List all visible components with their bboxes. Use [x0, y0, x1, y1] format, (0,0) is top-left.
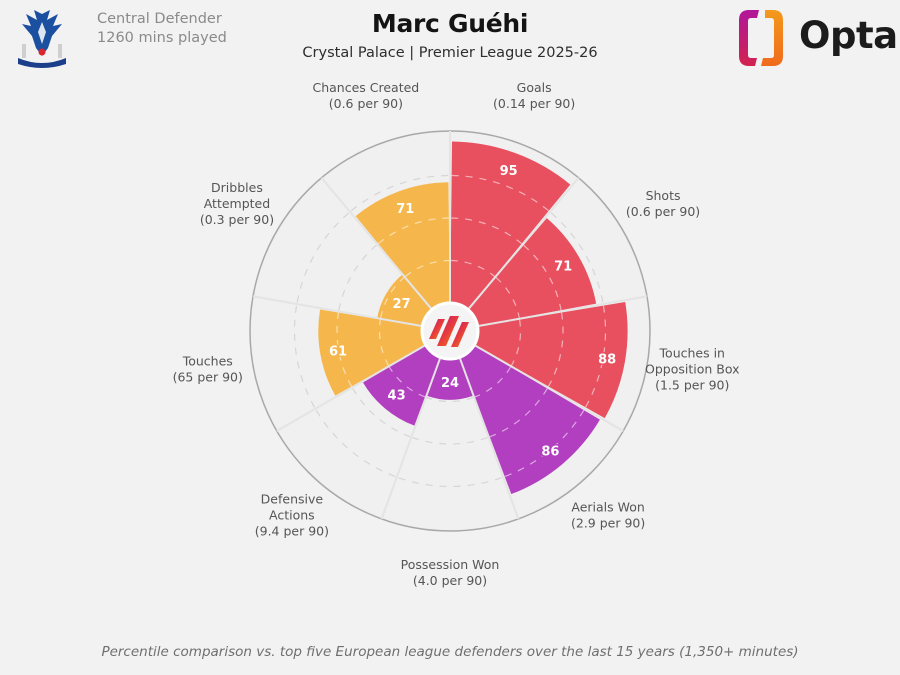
slice-touches [318, 309, 426, 396]
gridline [380, 277, 405, 319]
slice-separator [276, 344, 427, 432]
slice-value-label: 86 [541, 445, 559, 460]
opta-logo: Opta [735, 6, 898, 70]
slice-defensive-actions [362, 345, 441, 426]
category-label: Defensive Actions (9.4 per 90) [255, 491, 329, 538]
slice-chances-created [355, 182, 450, 310]
slice-value-label: 24 [441, 376, 459, 391]
chart-footnote: Percentile comparison vs. top five Europ… [101, 644, 799, 660]
opta-wordmark: Opta [799, 14, 898, 57]
slice-separator [467, 177, 580, 311]
player-meta: Central Defender 1260 mins played [97, 10, 227, 48]
category-label: Shots (0.6 per 90) [626, 188, 700, 219]
category-label: Dribbles Attempted (0.3 per 90) [200, 180, 274, 227]
club-badge-icon [18, 10, 66, 68]
gridline [378, 319, 390, 366]
slice-value-label: 95 [500, 164, 518, 179]
slice-separator [252, 295, 423, 328]
slice-aerials-won [459, 345, 600, 495]
chart-slices [249, 130, 651, 532]
slice-value-label: 88 [598, 353, 616, 368]
gridline [510, 319, 522, 366]
player-position: Central Defender [97, 11, 222, 27]
gridline [495, 277, 520, 319]
category-label: Touches (65 per 90) [173, 354, 243, 385]
slice-separator [320, 177, 433, 311]
slice-separator [380, 356, 442, 520]
slice-shots [468, 218, 597, 326]
chart-subtitle: Crystal Palace | Premier League 2025-26 [302, 45, 598, 61]
slice-background [255, 180, 432, 326]
gridline [474, 366, 512, 398]
opta-bracket-icon [739, 10, 783, 66]
slice-value-label: 43 [388, 389, 406, 404]
slice-separator [477, 295, 648, 328]
slice-possession-won [427, 357, 473, 400]
slice-background [384, 357, 516, 529]
player-name: Marc Guéhi [371, 9, 529, 38]
slice-dribbles-attempted [377, 274, 432, 326]
category-label: Goals (0.14 per 90) [493, 80, 575, 111]
slice-value-label: 71 [554, 260, 572, 275]
chart-gridlines [252, 131, 648, 520]
category-label: Aerials Won (2.9 per 90) [571, 499, 645, 530]
category-label: Touches in Opposition Box (1.5 per 90) [645, 346, 740, 393]
category-label: Chances Created (0.6 per 90) [312, 80, 419, 111]
gridline [404, 259, 450, 277]
category-label: Possession Won (4.0 per 90) [401, 557, 500, 588]
slice-value-label: 61 [329, 345, 347, 360]
gridline [426, 396, 474, 403]
gridline [388, 366, 426, 398]
chart-category-labels: Goals (0.14 per 90) Shots (0.6 per 90) Touch… [173, 80, 740, 588]
slice-separator [458, 356, 520, 520]
center-logo-icon [420, 301, 480, 361]
chart-value-labels: 95 71 88 86 24 43 61 27 71 [327, 162, 617, 461]
slice-touches-in-opposition-box [474, 301, 628, 419]
slice-separator [473, 344, 624, 432]
gridline [450, 259, 496, 277]
slice-value-label: 71 [396, 202, 414, 217]
slice-value-label: 27 [393, 297, 411, 312]
minutes-played: 1260 mins played [97, 30, 227, 46]
title-block: Marc Guéhi Crystal Palace | Premier Leag… [0, 8, 900, 61]
